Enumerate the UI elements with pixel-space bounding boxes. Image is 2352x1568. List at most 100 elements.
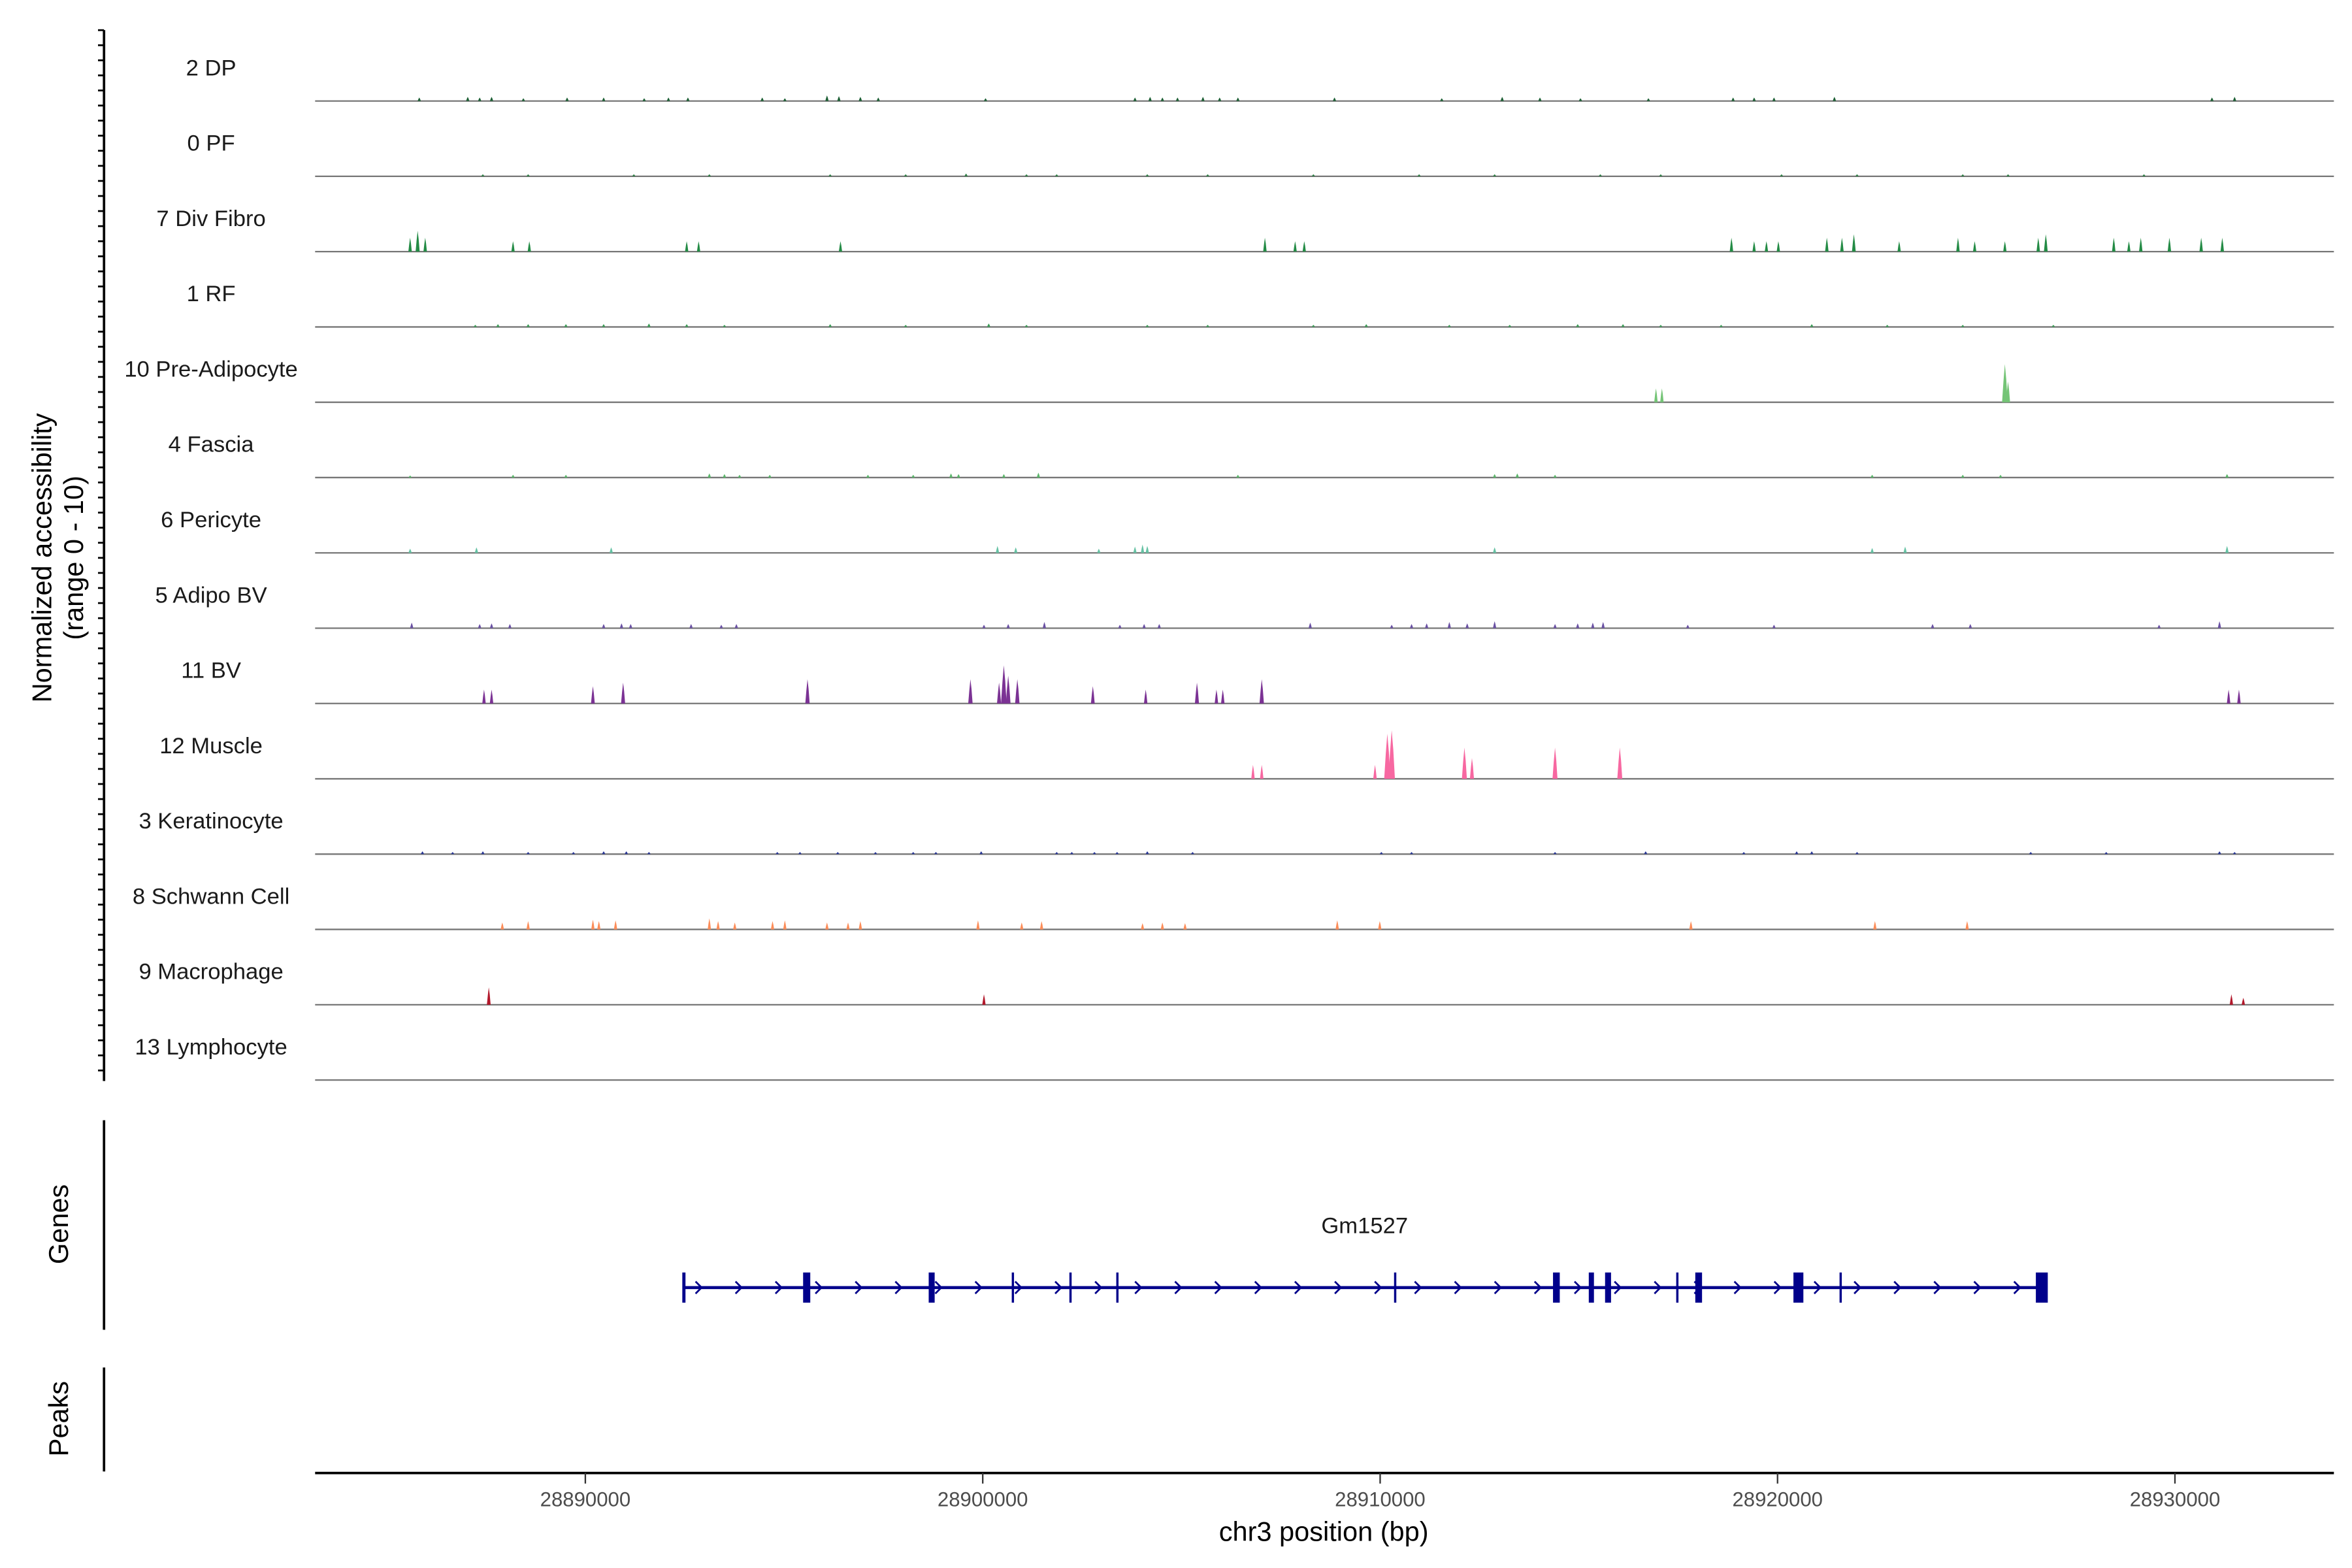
coverage-peak [2199,237,2203,252]
strand-arrow-icon [1933,1281,1942,1294]
coverage-peak [489,689,494,704]
coverage-peak [466,97,470,101]
track-label: 11 BV [181,659,241,683]
track-3-keratinocyte: 3 Keratinocyte [139,809,2334,855]
coverage-peak [613,920,617,930]
strand-arrow-icon [1414,1281,1422,1294]
coverage-peak [2006,381,2010,402]
coverage-peak [1090,686,1095,704]
track-label: 6 Pericyte [161,508,261,532]
coverage-peak [1194,682,1200,704]
coverage-peak [1142,624,1146,629]
coverage-peak [1660,388,1664,402]
coverage-peak [2220,237,2225,252]
track-9-macrophage: 9 Macrophage [139,960,2334,1006]
coverage-peak [1825,237,1829,252]
track-8-schwann-cell: 8 Schwann Cell [133,884,2334,930]
coverage-peak [1390,625,1394,629]
coverage-peak [982,625,986,629]
coverage-peak [1024,325,1028,327]
track-label: 10 Pre-Adipocyte [124,357,298,382]
coverage-peak [489,97,493,101]
coverage-peak [1145,325,1149,327]
coverage-peak [783,98,787,101]
coverage-peak [1259,679,1264,704]
gene-exon [928,1272,935,1303]
coverage-peak [526,324,530,327]
strand-arrow-icon [974,1281,983,1294]
coverage-peak [625,851,629,855]
coverage-peak [1220,689,1225,704]
coverage-peak [1810,851,1814,855]
coverage-peak [964,173,968,176]
coverage-peak [770,921,774,930]
coverage-peak [979,851,983,855]
coverage-peak [527,241,531,252]
coverage-peak [451,852,455,855]
coverage-peak [1621,324,1625,327]
coverage-peak [2003,241,2007,252]
gene-exon [1116,1272,1119,1303]
coverage-peak [1447,325,1451,327]
coverage-peak [1157,624,1161,629]
coverage-peak [825,95,829,101]
gene-exon [2036,1272,2048,1303]
coverage-peak [487,987,491,1005]
coverage-peak [423,237,427,252]
coverage-peak [1897,241,1901,252]
coverage-peak [1968,624,1972,629]
coverage-peak [836,852,840,855]
strand-arrow-icon [1733,1281,1742,1294]
coverage-peak [410,623,414,629]
coverage-peak [1425,623,1429,629]
strand-arrow-icon [1654,1281,1662,1294]
coverage-peak [1332,97,1337,101]
coverage-peak [2104,852,2108,855]
track-7-div-fibro: 7 Div Fibro [156,206,2334,253]
coverage-peak [2044,234,2048,252]
gene-exon [1069,1272,1072,1303]
coverage-peak [591,919,595,930]
coverage-peak [1870,547,1874,553]
coverage-peak [1373,764,1377,779]
gene-track: Gm1527 [682,1214,2048,1303]
gene-exon [1553,1272,1560,1303]
coverage-peak [1538,97,1542,101]
coverage-peak [1054,174,1058,176]
coverage-peak [1302,241,1306,252]
coverage-peak [1070,852,1073,855]
coverage-peak [723,474,727,478]
coverage-peak [1042,621,1047,629]
coverage-peak [2210,97,2214,101]
coverage-peak [1493,474,1497,478]
coverage-peak [904,325,907,327]
coverage-peak [1020,922,1024,930]
coverage-peak [526,852,530,855]
gene-exon [1676,1272,1679,1303]
gene-exon [803,1272,811,1303]
strand-arrow-icon [1494,1281,1502,1294]
coverage-peak [968,679,973,704]
track-label: 5 Adipo BV [155,583,267,608]
coverage-peak [1335,920,1339,930]
track-label: 1 RF [187,282,236,306]
coverage-peak [1388,730,1396,779]
x-axis-tick-label: 28890000 [540,1488,631,1511]
coverage-peak [526,921,530,930]
track-13-lymphocyte: 13 Lymphocyte [135,1035,2334,1081]
track-label: 7 Div Fibro [156,206,265,231]
coverage-peak [1024,174,1028,176]
coverage-peak [1999,474,2002,478]
coverage-peak [1719,325,1723,327]
coverage-peak [696,241,700,252]
coverage-peak [1870,474,1874,478]
coverage-peak [602,624,606,629]
coverage-peak [1500,97,1504,101]
strand-arrow-icon [774,1281,783,1294]
coverage-peak [647,852,651,855]
coverage-peak [708,918,711,930]
coverage-peak [1364,324,1368,327]
coverage-peak [1659,174,1663,176]
coverage-peak [597,921,601,930]
